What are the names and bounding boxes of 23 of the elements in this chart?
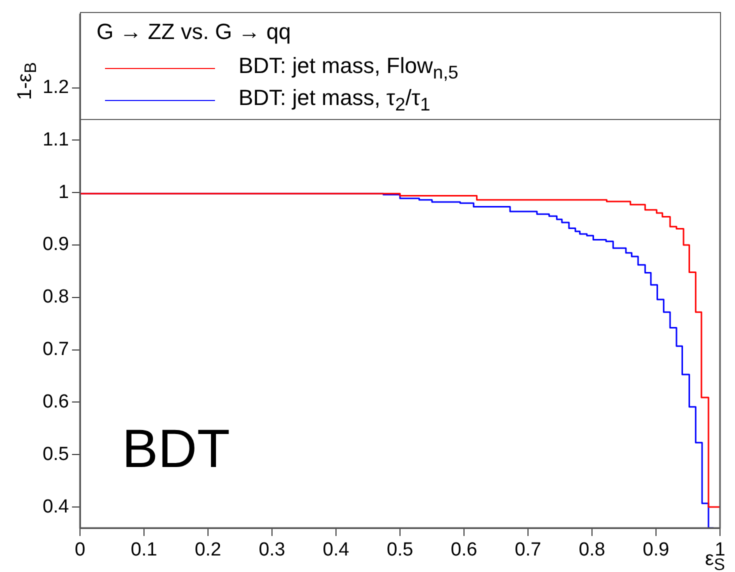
x-tick-label: 0.6	[450, 540, 478, 561]
x-tick-label: 0.8	[578, 540, 606, 561]
x-tick-label: 0.3	[258, 540, 286, 561]
x-tick-label: 0.7	[514, 540, 542, 561]
legend-label: BDT: jet mass, τ$_{2}$/τ$_{1}$	[238, 85, 430, 116]
x-tick-label: 0.2	[194, 540, 222, 561]
legend-label: BDT: jet mass, Flow$_{n,5}$	[238, 53, 458, 84]
x-tick-label: 0	[74, 540, 86, 561]
y-tick-label: 0.9	[42, 234, 69, 256]
y-tick-label: 0.4	[42, 496, 70, 518]
y-tick-label: 0.8	[42, 286, 69, 308]
y-tick-label: 1.2	[42, 77, 69, 98]
y-tick-label: 1.1	[42, 129, 69, 150]
x-tick-label: 0.9	[642, 540, 670, 561]
y-tick-label: 0.6	[42, 391, 69, 412]
annotation: BDT	[122, 418, 230, 480]
y-tick-label: 0.7	[42, 339, 69, 360]
legend-title: G → ZZ vs. G → qq	[96, 19, 291, 45]
y-tick-label: 1	[58, 182, 69, 203]
y-tick-label: 0.5	[42, 444, 69, 465]
x-tick-label: 0.1	[130, 540, 158, 561]
x-tick-label: 0.4	[322, 540, 350, 561]
x-tick-label: 0.5	[386, 540, 414, 561]
